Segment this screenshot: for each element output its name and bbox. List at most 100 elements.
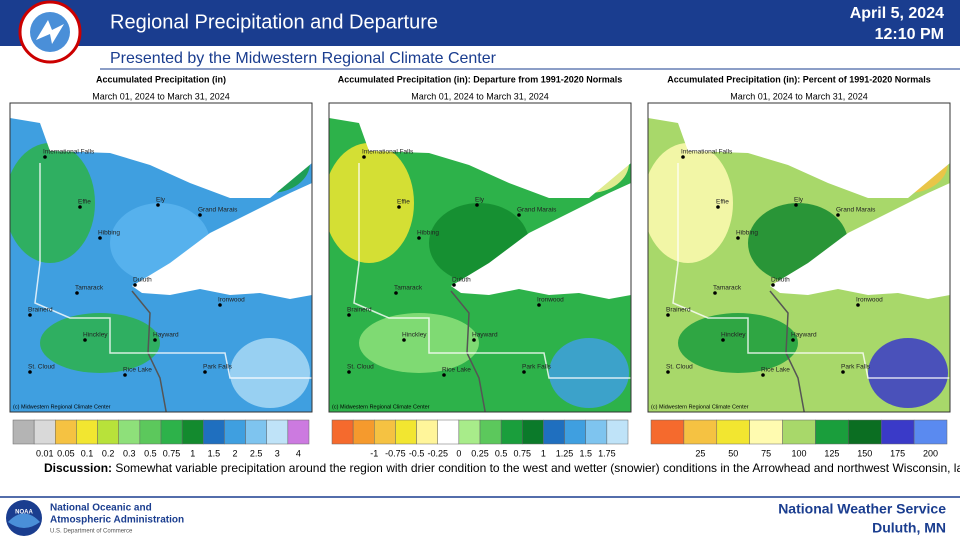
city-label: Ely	[475, 197, 485, 204]
discussion: Discussion: Somewhat variable precipitat…	[44, 461, 960, 475]
map-title: Accumulated Precipitation (in)	[96, 74, 226, 84]
map-dates: March 01, 2024 to March 31, 2024	[730, 91, 868, 101]
city-label: Ely	[794, 197, 804, 204]
legend-swatch	[585, 419, 608, 445]
discussion-text: Somewhat variable precipitation around t…	[115, 461, 960, 475]
lake-superior	[770, 183, 950, 299]
legend-label: 50	[728, 448, 738, 458]
precip-area	[40, 313, 160, 373]
city-dot	[517, 213, 521, 217]
noaa-logo: NOAA	[6, 500, 42, 536]
city-dot	[153, 338, 157, 342]
panels: Accumulated Precipitation (in) March 01, …	[9, 74, 951, 458]
legend-swatch	[395, 419, 417, 445]
title: Regional Precipitation and Departure	[110, 11, 438, 33]
legend-swatch	[203, 419, 225, 445]
city-dot	[43, 155, 47, 159]
legend-label: 100	[791, 448, 806, 458]
city-dot	[442, 373, 446, 377]
map-title: Accumulated Precipitation (in): Departur…	[338, 74, 623, 84]
legend-swatch	[374, 419, 396, 445]
legend-swatch	[782, 419, 816, 445]
city-label: Ironwood	[537, 297, 564, 304]
discussion-label: Discussion:	[44, 461, 112, 475]
legend-label: 0.75	[514, 448, 532, 458]
office: Duluth, MN	[872, 520, 946, 536]
city-dot	[402, 338, 406, 342]
legend-label: 1	[541, 448, 546, 458]
legend-label: 2.5	[250, 448, 263, 458]
city-label: International Falls	[681, 149, 733, 156]
legend-swatch	[913, 419, 948, 445]
city-dot	[841, 370, 845, 374]
city-label: Rice Lake	[442, 367, 471, 374]
legend-swatch	[683, 419, 718, 445]
map-fill	[10, 103, 312, 412]
lake-superior	[451, 183, 631, 299]
canada	[648, 103, 950, 198]
city-dot	[347, 313, 351, 317]
precip-area	[678, 313, 798, 373]
city-dot	[794, 203, 798, 207]
credit: (c) Midwestern Regional Climate Center	[13, 404, 111, 410]
legend-swatch	[245, 419, 267, 445]
legend-label: 0.25	[471, 448, 489, 458]
precip-area	[329, 143, 414, 263]
legend-label: 1.75	[598, 448, 616, 458]
precip-area	[868, 338, 948, 408]
legend-swatch	[815, 419, 849, 445]
city-label: International Falls	[362, 149, 414, 156]
map-dates: March 01, 2024 to March 31, 2024	[92, 91, 230, 101]
city-dot	[452, 283, 456, 287]
city-dot	[78, 205, 82, 209]
city-dot	[347, 370, 351, 374]
legend-swatch	[331, 419, 354, 445]
city-label: Rice Lake	[123, 367, 152, 374]
nws-name: National Weather Service	[778, 501, 946, 517]
city-label: Grand Marais	[836, 207, 876, 214]
city-label: St. Cloud	[28, 364, 55, 371]
legend-swatch	[160, 419, 183, 445]
legend-label: 0.5	[144, 448, 157, 458]
legend-label: -0.75	[385, 448, 406, 458]
city-label: St. Cloud	[347, 364, 374, 371]
city-label: Duluth	[133, 277, 152, 284]
date: April 5, 2024	[850, 5, 944, 22]
legend-label: 1.25	[556, 448, 574, 458]
city-dot	[417, 236, 421, 240]
legend-swatch	[181, 419, 204, 445]
city-dot	[537, 303, 541, 307]
city-dot	[666, 313, 670, 317]
legend-label: 75	[761, 448, 771, 458]
map: International Falls Ely Grand Marais Effie H…	[647, 102, 951, 413]
legend-swatch	[458, 419, 481, 445]
city-dot	[716, 205, 720, 209]
city-dot	[123, 373, 127, 377]
city-label: Hibbing	[417, 230, 439, 237]
precip-area	[359, 313, 479, 373]
legend-label: 3	[275, 448, 280, 458]
legend-label: -1	[370, 448, 378, 458]
city-dot	[681, 155, 685, 159]
city-label: Hinckley	[721, 332, 746, 339]
legend-label: 0.05	[57, 448, 75, 458]
precip-area	[549, 338, 629, 408]
map: International Falls Ely Grand Marais Effie H…	[9, 102, 313, 413]
precip-area	[230, 338, 310, 408]
map: International Falls Ely Grand Marais Effie H…	[328, 102, 632, 413]
county-lines	[34, 163, 312, 379]
legend-label: 200	[923, 448, 938, 458]
legend-label: 25	[695, 448, 705, 458]
city-dot	[666, 370, 670, 374]
city-label: Grand Marais	[198, 207, 238, 214]
map-frame	[9, 102, 313, 413]
legend-label: 175	[890, 448, 905, 458]
city-label: Hayward	[791, 332, 817, 339]
legend-swatch	[500, 419, 523, 445]
city-label: Tamarack	[394, 285, 423, 292]
city-dot	[771, 283, 775, 287]
header-bar	[0, 0, 960, 46]
legend-swatch	[880, 419, 915, 445]
city-label: International Falls	[43, 149, 95, 156]
